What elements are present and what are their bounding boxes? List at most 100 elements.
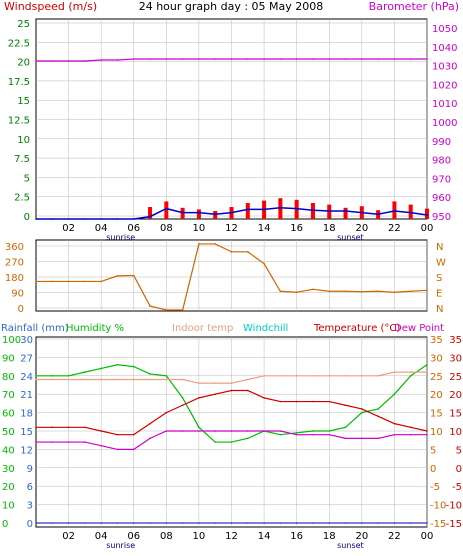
- wind-tick-label: 15: [17, 96, 30, 107]
- dew-point-point: [35, 441, 37, 443]
- compass-tick-label: N: [436, 304, 443, 315]
- wind-average-point: [426, 214, 428, 216]
- barometer-point: [181, 58, 184, 60]
- humidity-tick-label: 70: [2, 390, 15, 401]
- barometer-point: [230, 58, 233, 60]
- baro-axis-title: Barometer (hPa): [369, 0, 459, 13]
- indoor-temp-point: [198, 382, 200, 384]
- baro-tick-label: 990: [432, 137, 451, 148]
- temp-tick-label-a: 5: [430, 445, 436, 456]
- wind-x-tick: 02: [62, 223, 75, 234]
- baro-tick-label: 980: [432, 156, 451, 167]
- temperature-c-point: [328, 400, 331, 403]
- temperature-x-tick: 16: [290, 531, 303, 542]
- humidity-point: [230, 441, 233, 443]
- wind-average-point: [230, 211, 233, 214]
- wind-tick-label: 17.5: [8, 77, 30, 88]
- temperature-c-point: [165, 411, 168, 414]
- barometer-point: [214, 58, 217, 60]
- humidity-point: [181, 397, 184, 399]
- wind-direction-point: [312, 288, 314, 291]
- rainfall-mm-point: [377, 522, 379, 524]
- gust-bar: [148, 207, 153, 219]
- wind-x-tick: 16: [290, 223, 303, 234]
- dew-point-point: [116, 448, 119, 451]
- direction-tick-label: 180: [5, 273, 24, 284]
- wind-direction-point: [132, 274, 135, 277]
- dewpoint-legend: Dew Point: [394, 323, 444, 334]
- temperature-c-point: [100, 430, 102, 432]
- indoor-temp-point: [116, 378, 119, 381]
- wind-tick-label: 12.5: [8, 116, 30, 127]
- wind-direction-point: [295, 291, 298, 294]
- direction-tick-label: 360: [5, 242, 24, 253]
- rain-tick-label: 18: [20, 409, 33, 420]
- dew-point-point: [51, 441, 54, 443]
- indoor-temp-point: [426, 371, 428, 373]
- rain-tick-label: 9: [27, 464, 33, 475]
- windchill-legend: Windchill: [243, 323, 288, 334]
- wind-direction-point: [181, 309, 184, 311]
- humidity-point: [84, 371, 86, 373]
- humidity-point: [132, 365, 135, 368]
- gust-bar: [310, 203, 315, 219]
- temperature-c-point: [246, 389, 249, 392]
- barometer-point: [263, 58, 265, 60]
- indoor-temp-point: [165, 378, 168, 381]
- humidity-point: [328, 430, 331, 432]
- humidity-tick-label: 20: [2, 482, 15, 493]
- dew-point-point: [214, 430, 217, 432]
- dew-point-point: [84, 441, 86, 443]
- barometer-point: [361, 58, 363, 60]
- wind-x-tick: 18: [323, 223, 336, 234]
- baro-tick-label: 1030: [432, 62, 457, 73]
- indoor-temp-point: [279, 375, 282, 377]
- compass-tick-label: W: [436, 258, 446, 269]
- rainfall-mm-point: [198, 522, 200, 524]
- indoor-temp-point: [100, 378, 102, 381]
- barometer-point: [426, 58, 428, 60]
- humidity-point: [116, 363, 119, 366]
- rainfall-mm-point: [409, 522, 412, 524]
- dew-point-point: [312, 433, 314, 436]
- dew-point-point: [132, 448, 135, 451]
- barometer-point: [165, 58, 168, 60]
- indoor-temp-point: [214, 382, 217, 384]
- wind-direction-point: [100, 280, 102, 283]
- humidity-point: [344, 426, 347, 429]
- wind-tick-label: 25: [17, 19, 30, 30]
- rainfall-mm-point: [361, 522, 363, 524]
- temp-tick-label-a: 15: [430, 409, 443, 420]
- dew-point-point: [165, 430, 168, 432]
- indoor-temp-point: [312, 375, 314, 377]
- barometer-point: [409, 58, 412, 60]
- rain-tick-label: 12: [20, 445, 33, 456]
- gust-bar: [408, 204, 413, 219]
- wind-average-point: [393, 210, 396, 212]
- rain-tick-label: 0: [27, 519, 33, 530]
- sunrise-label-lower: sunrise: [106, 541, 135, 550]
- rainfall-mm-point: [246, 522, 249, 524]
- temperature-c-point: [409, 426, 412, 429]
- humidity-point: [100, 367, 102, 370]
- baro-tick-label: 1020: [432, 80, 457, 91]
- indoor-temp-point: [149, 378, 151, 381]
- dew-point-point: [246, 430, 249, 432]
- rainfall-mm-point: [295, 522, 298, 524]
- indoor-temp-point: [35, 378, 37, 381]
- rainfall-legend: Rainfall (mm): [1, 323, 69, 334]
- dew-point-point: [181, 430, 184, 432]
- sunset-label: sunset: [337, 233, 364, 242]
- wind-average-point: [198, 211, 200, 214]
- direction-tick-label: 0: [18, 304, 24, 315]
- wind-average-point: [116, 218, 119, 220]
- gust-bar: [213, 211, 218, 219]
- wind-tick-label: 0: [24, 212, 30, 223]
- rainfall-mm-point: [165, 522, 168, 524]
- wind-average-point: [246, 208, 249, 211]
- temperature-x-tick: 08: [160, 531, 173, 542]
- wind-tick-label: 22.5: [8, 38, 30, 49]
- wind-average-point: [312, 209, 314, 211]
- baro-tick-label: 1000: [432, 118, 457, 129]
- dew-point-point: [100, 444, 102, 447]
